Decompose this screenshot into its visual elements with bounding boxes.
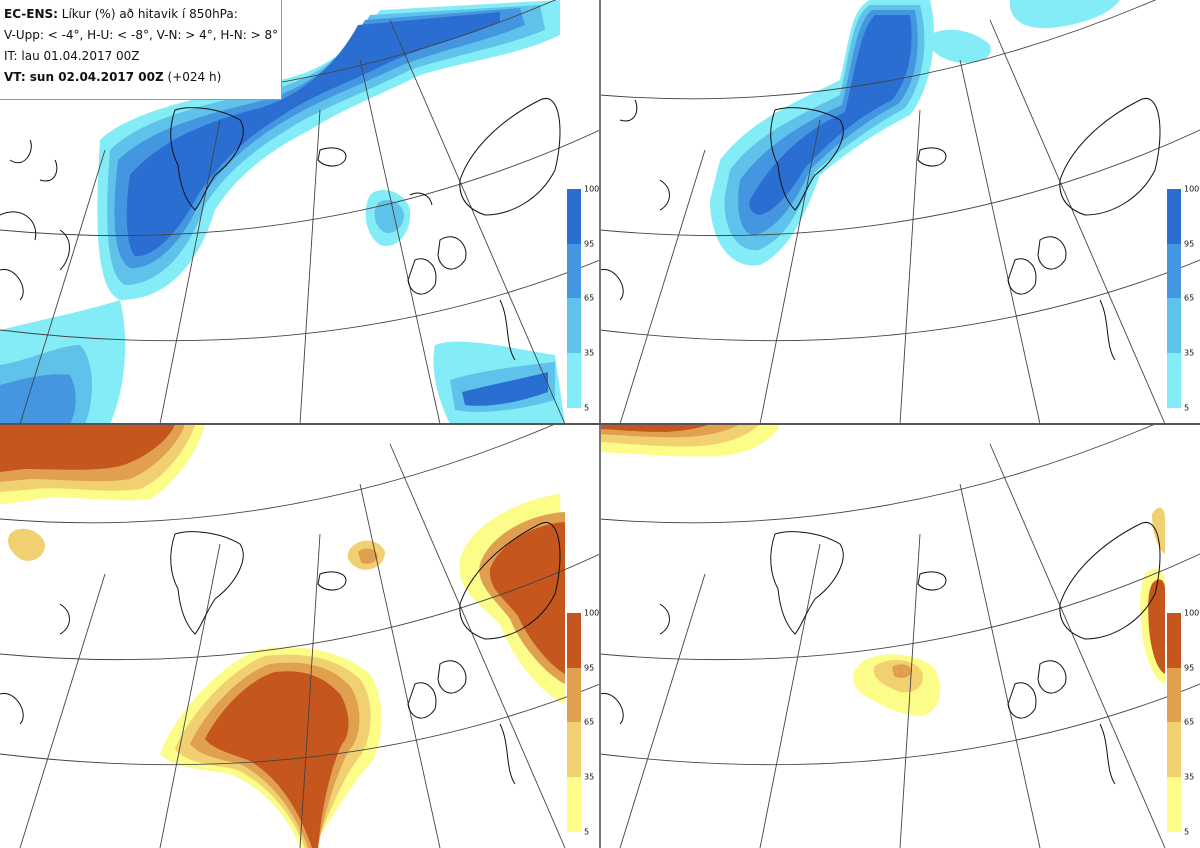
probability-field <box>600 424 1165 716</box>
map-panel-cold-moderate: EC-ENS: Líkur (%) að hitavik í 850hPa: V… <box>0 0 600 424</box>
info-line-valid-time: VT: sun 02.04.2017 00Z (+024 h) <box>4 70 222 84</box>
colorbar-tick: 65 <box>1184 293 1195 303</box>
colorbar-tick: 35 <box>1184 348 1195 358</box>
colorbar-tick: 5 <box>584 403 590 413</box>
coastlines <box>0 97 561 361</box>
colorbar-tick: 95 <box>584 663 595 673</box>
graticule <box>600 424 1200 848</box>
colorbar-warm: 100 95 65 35 5 <box>567 609 599 837</box>
graticule <box>0 424 600 848</box>
colorbar-tick: 65 <box>584 717 595 727</box>
colorbar-warm: 100 95 65 35 5 <box>1167 609 1199 837</box>
info-line-initial-time: IT: lau 01.04.2017 00Z <box>4 49 140 63</box>
graticule <box>0 0 600 424</box>
map-panel-cold-strong: 100 95 65 35 5 <box>600 0 1200 424</box>
map-warm-moderate <box>0 424 600 848</box>
colorbar-tick: 95 <box>584 239 595 249</box>
panel-divider-horizontal <box>0 423 1200 425</box>
probability-field <box>710 0 1120 266</box>
probability-field <box>0 0 565 424</box>
colorbar-tick: 65 <box>584 293 595 303</box>
colorbar-cold: 100 95 65 35 5 <box>1167 185 1199 413</box>
probability-field <box>0 424 565 848</box>
colorbar-tick: 95 <box>1184 663 1195 673</box>
colorbar-tick: 100 <box>1184 608 1200 618</box>
colorbar-tick: 35 <box>1184 772 1195 782</box>
colorbar-tick: 100 <box>584 608 600 618</box>
colorbar-tick: 35 <box>584 348 595 358</box>
colorbar-tick: 5 <box>584 827 590 837</box>
map-warm-strong <box>600 424 1200 848</box>
colorbar-tick: 100 <box>1184 184 1200 194</box>
colorbar-cold: 100 95 65 35 5 <box>567 185 599 413</box>
coastlines <box>0 521 561 785</box>
map-panel-warm-strong: 100 95 65 35 5 <box>600 424 1200 848</box>
coastlines <box>600 97 1161 361</box>
colorbar-tick: 35 <box>584 772 595 782</box>
info-line-thresholds: V-Upp: < -4°, H-U: < -8°, V-N: > 4°, H-N… <box>4 28 279 42</box>
colorbar-tick: 65 <box>1184 717 1195 727</box>
colorbar-tick: 100 <box>584 184 600 194</box>
map-panel-warm-moderate: 100 95 65 35 5 <box>0 424 600 848</box>
graticule <box>600 0 1200 424</box>
map-cold-strong <box>600 0 1200 424</box>
map-cold-moderate <box>0 0 600 424</box>
info-box: EC-ENS: Líkur (%) að hitavik í 850hPa: V… <box>0 0 282 100</box>
colorbar-tick: 5 <box>1184 827 1190 837</box>
colorbar-tick: 95 <box>1184 239 1195 249</box>
colorbar-tick: 5 <box>1184 403 1190 413</box>
coastlines <box>600 521 1161 785</box>
info-line-title: EC-ENS: Líkur (%) að hitavik í 850hPa: <box>4 7 238 21</box>
